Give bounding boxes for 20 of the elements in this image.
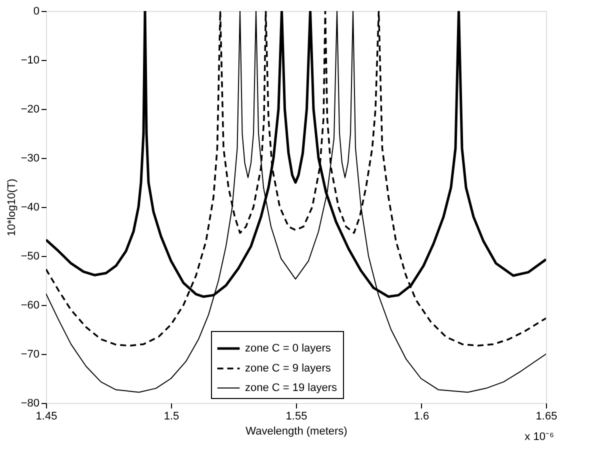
y-tick-label: −60	[20, 300, 40, 312]
x-tick-label: 1.5	[164, 410, 180, 422]
y-tick-label: −10	[20, 54, 40, 66]
y-tick-label: −40	[20, 202, 40, 214]
y-tick-label: −80	[20, 398, 40, 410]
legend-label: zone C = 0 layers	[245, 342, 332, 354]
legend-label: zone C = 19 layers	[245, 382, 338, 394]
y-tick-label: −20	[20, 104, 40, 116]
x-tick-label: 1.6	[414, 410, 430, 422]
x-axis-title: Wavelength (meters)	[246, 426, 348, 438]
y-axis-title: 10*log10(T)	[6, 178, 18, 236]
legend-label: zone C = 9 layers	[245, 362, 332, 374]
x-tick-label: 1.55	[286, 410, 308, 422]
text: x 10⁻⁶	[524, 431, 554, 443]
y-tick-label: −50	[20, 250, 40, 262]
x-tick-label: 1.45	[36, 410, 58, 422]
x-tick-label: 1.65	[536, 410, 558, 422]
y-tick-label: 0	[33, 6, 40, 18]
y-tick-label: −70	[20, 348, 40, 360]
y-tick-label: −30	[20, 152, 40, 164]
